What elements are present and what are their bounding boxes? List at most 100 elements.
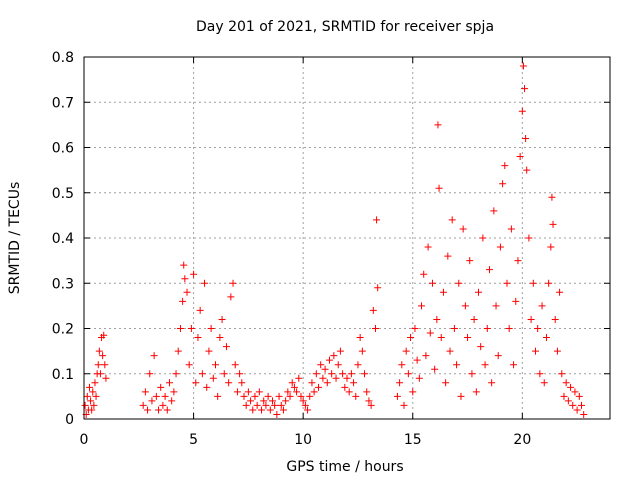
data-point	[168, 397, 176, 405]
data-point	[216, 334, 224, 342]
data-point	[258, 406, 266, 414]
data-point	[514, 257, 522, 265]
data-point	[437, 334, 445, 342]
data-point	[185, 361, 193, 369]
data-point	[240, 392, 248, 400]
data-point	[367, 401, 375, 409]
data-point	[453, 361, 461, 369]
data-point	[475, 288, 482, 296]
y-tick-label: 0.5	[52, 186, 74, 202]
data-point	[244, 388, 252, 396]
data-point	[369, 306, 377, 314]
data-point	[139, 401, 147, 409]
data-point	[365, 397, 373, 405]
data-point	[442, 379, 450, 387]
data-point	[426, 329, 434, 337]
data-point	[310, 388, 318, 396]
data-point	[507, 225, 515, 233]
data-point	[444, 252, 452, 260]
data-point	[459, 225, 467, 233]
data-point	[315, 383, 323, 391]
data-point	[317, 361, 325, 369]
data-point	[556, 288, 564, 296]
data-point	[95, 347, 103, 355]
data-point	[334, 361, 342, 369]
data-point	[150, 352, 158, 360]
chart-title: Day 201 of 2021, SRMTID for receiver spj…	[196, 19, 494, 35]
data-point	[521, 85, 529, 93]
data-point	[538, 302, 546, 310]
data-point	[155, 406, 163, 414]
data-point	[323, 379, 331, 387]
data-point	[306, 392, 314, 400]
data-point	[85, 383, 93, 391]
data-point	[91, 379, 99, 387]
data-point	[472, 388, 480, 396]
data-point	[347, 370, 355, 378]
data-points	[81, 62, 588, 418]
data-point	[201, 279, 209, 287]
data-point	[92, 392, 100, 400]
data-point	[222, 343, 230, 351]
data-point	[422, 352, 430, 360]
data-point	[144, 406, 152, 414]
data-point	[231, 361, 239, 369]
data-point	[470, 315, 478, 323]
data-point	[88, 406, 96, 414]
data-point	[251, 392, 259, 400]
data-point	[101, 361, 109, 369]
data-point	[336, 347, 344, 355]
data-point	[492, 302, 500, 310]
data-point	[236, 370, 244, 378]
y-tick-label: 0.3	[52, 276, 74, 292]
data-point	[233, 388, 241, 396]
data-point	[209, 374, 217, 382]
data-point	[295, 374, 303, 382]
data-point	[286, 392, 294, 400]
data-point	[488, 379, 496, 387]
data-point	[358, 347, 366, 355]
axis-ticks	[83, 56, 610, 420]
data-point	[225, 379, 233, 387]
data-point	[505, 325, 513, 332]
data-point	[396, 379, 404, 387]
data-point	[238, 379, 246, 387]
data-point	[448, 216, 456, 224]
data-point	[350, 379, 358, 387]
data-point	[163, 406, 171, 414]
data-point	[560, 392, 568, 400]
data-point	[179, 297, 187, 305]
data-point	[407, 334, 415, 342]
data-point	[176, 325, 184, 332]
y-tick-label: 0	[65, 412, 74, 428]
data-point	[96, 370, 104, 378]
data-point	[433, 315, 441, 323]
data-point	[196, 306, 204, 314]
data-point	[404, 370, 412, 378]
data-point	[464, 334, 472, 342]
data-point	[527, 315, 535, 323]
data-point	[501, 162, 509, 170]
data-point	[400, 401, 408, 409]
data-point	[356, 334, 364, 342]
y-tick-label: 0.8	[52, 50, 74, 66]
data-point	[553, 347, 561, 355]
data-point	[297, 392, 305, 400]
data-point	[341, 383, 349, 391]
data-point	[190, 270, 198, 278]
data-point	[549, 220, 557, 228]
data-point	[518, 107, 526, 115]
data-point	[249, 406, 257, 414]
data-point	[242, 401, 250, 409]
data-point	[393, 392, 401, 400]
data-point	[141, 388, 149, 396]
data-point	[207, 325, 215, 332]
data-point	[319, 374, 327, 382]
data-point	[512, 297, 520, 305]
data-point	[490, 207, 498, 215]
data-point	[578, 401, 586, 409]
data-point	[262, 401, 270, 409]
data-point	[214, 392, 222, 400]
data-point	[152, 392, 160, 400]
